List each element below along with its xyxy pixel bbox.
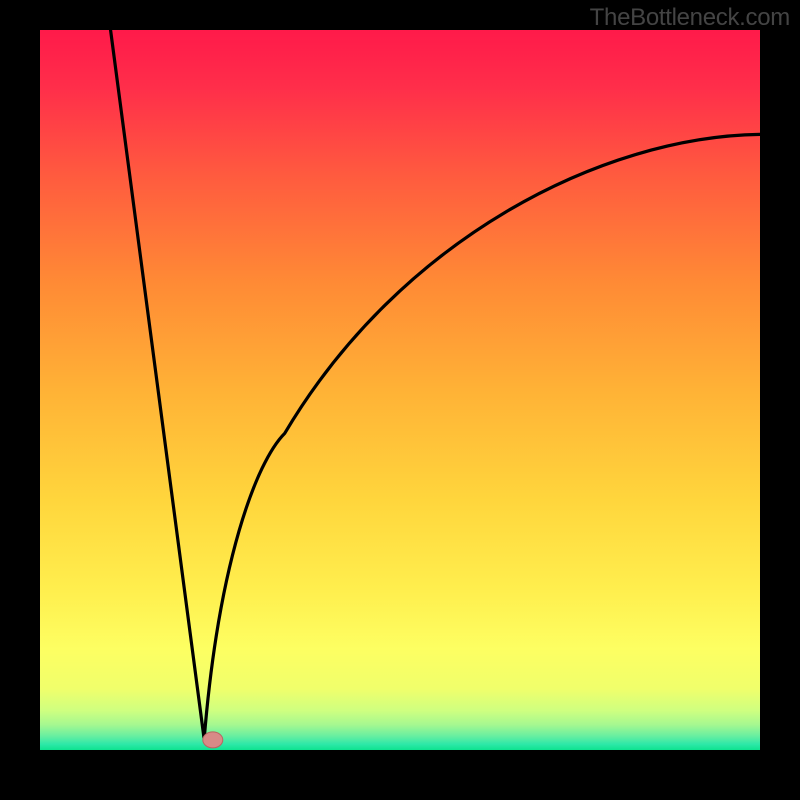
optimal-point-marker: [203, 732, 223, 748]
watermark-text: TheBottleneck.com: [590, 4, 790, 32]
bottleneck-chart: [0, 0, 800, 800]
plot-background: [40, 30, 760, 750]
chart-container: { "watermark": { "text": "TheBottleneck.…: [0, 0, 800, 800]
